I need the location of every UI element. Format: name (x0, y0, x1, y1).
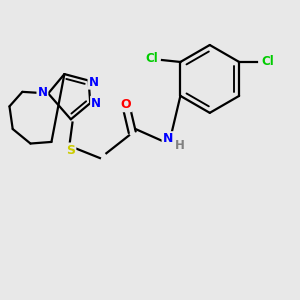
Text: H: H (175, 139, 185, 152)
Text: N: N (88, 76, 98, 89)
Text: Cl: Cl (145, 52, 158, 65)
Text: N: N (91, 97, 101, 110)
Text: S: S (66, 143, 75, 157)
Text: O: O (121, 98, 131, 111)
Text: Cl: Cl (261, 56, 274, 68)
Text: N: N (163, 132, 173, 145)
Text: N: N (38, 86, 47, 99)
